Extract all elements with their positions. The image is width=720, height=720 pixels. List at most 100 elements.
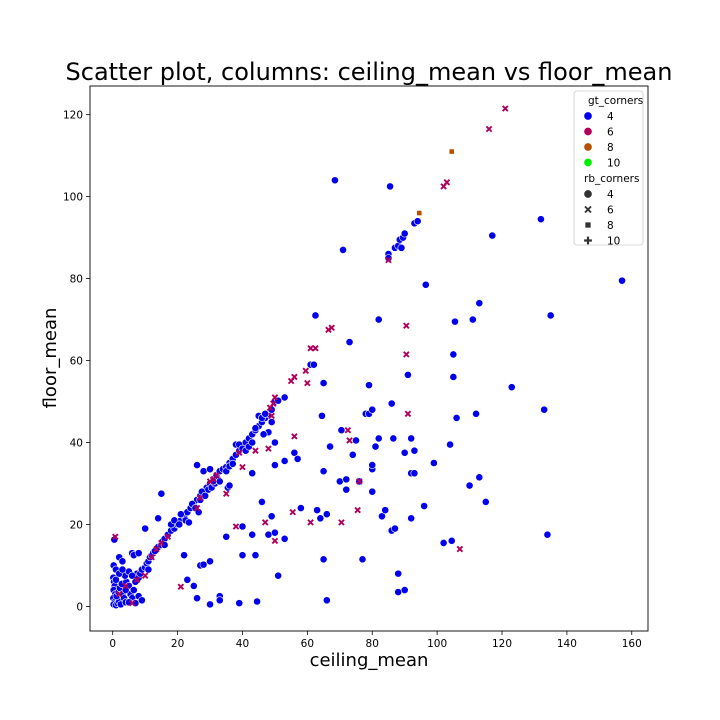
data-point (404, 410, 412, 418)
data-point (354, 506, 361, 514)
data-point (326, 442, 334, 451)
data-point (307, 519, 314, 526)
data-point (265, 445, 272, 452)
data-point (404, 370, 412, 379)
legend-style-label: 8 (607, 220, 614, 232)
data-point (368, 405, 377, 414)
data-point (391, 524, 399, 533)
data-point (400, 448, 409, 457)
data-point (439, 538, 448, 547)
x-tick-label: 60 (301, 638, 314, 650)
data-point (307, 344, 314, 352)
data-point (407, 514, 416, 523)
data-point (400, 229, 409, 238)
data-point (346, 437, 353, 444)
data-point (115, 590, 123, 598)
data-point (271, 528, 279, 537)
data-point (193, 594, 201, 603)
legend-style-label: 6 (607, 205, 614, 217)
data-point (546, 311, 555, 320)
data-point (133, 576, 141, 584)
data-point (352, 436, 360, 445)
data-point (335, 477, 344, 486)
data-point (291, 373, 298, 381)
data-point (447, 536, 456, 545)
data-point (304, 379, 311, 387)
data-point (345, 338, 354, 347)
legend-hue-label: 8 (607, 142, 614, 154)
data-point (446, 440, 455, 449)
data-point (618, 276, 626, 285)
data-point (225, 481, 234, 490)
data-point (389, 434, 398, 443)
data-point (222, 532, 231, 541)
x-axis: 0 20 40 60 80 100 120 140 160 (109, 631, 642, 650)
data-point (322, 510, 331, 519)
data-point (501, 105, 509, 112)
x-tick-label: 20 (171, 638, 184, 650)
data-point (157, 489, 166, 498)
legend-hue-label: 4 (607, 111, 614, 123)
legend-hue-title: gt_corners (588, 95, 643, 107)
legend-hue-marker (583, 127, 593, 136)
data-point (387, 399, 396, 408)
data-point (206, 465, 214, 474)
data-point (339, 246, 347, 254)
data-point (344, 426, 352, 434)
legend-hue-marker (583, 111, 593, 121)
data-point (118, 557, 127, 566)
data-point (403, 322, 410, 329)
data-point (365, 381, 373, 390)
data-point (337, 426, 346, 435)
data-point (507, 383, 516, 392)
data-point (289, 508, 297, 516)
data-point (386, 182, 394, 191)
x-tick-label: 80 (366, 638, 379, 650)
data-point (338, 519, 345, 526)
data-point (189, 582, 198, 590)
data-point (348, 450, 357, 459)
y-tick-label: 120 (63, 110, 83, 122)
data-point (452, 414, 461, 422)
data-point (175, 520, 184, 529)
legend-hue-label: 10 (607, 158, 620, 170)
y-axis: 0 20 40 60 80 100 120 (63, 110, 90, 613)
data-point (449, 149, 455, 154)
legend-style-label: 4 (607, 189, 614, 201)
y-tick-label: 20 (70, 519, 83, 531)
data-point (141, 572, 149, 579)
legend-style-marker (583, 189, 593, 199)
x-tick-label: 160 (622, 638, 642, 650)
data-point (271, 438, 279, 447)
data-point (238, 522, 247, 531)
data-point (429, 459, 438, 467)
data-point (413, 217, 422, 226)
data-point (449, 350, 458, 359)
legend-style-marker (584, 236, 592, 245)
data-point (270, 400, 277, 407)
y-tick-label: 60 (70, 356, 83, 368)
plot-frame (89, 85, 649, 632)
data-point (134, 549, 143, 558)
x-axis-label: ceiling_mean (310, 650, 429, 671)
data-point (451, 317, 459, 326)
data-point (488, 231, 497, 240)
data-point (342, 485, 351, 494)
data-point (368, 487, 377, 496)
data-point (215, 596, 224, 605)
data-point (416, 210, 422, 216)
data-point (122, 582, 129, 590)
data-point (468, 315, 477, 324)
data-point (183, 575, 192, 584)
data-point (239, 463, 246, 471)
legend-style-label: 10 (607, 236, 620, 248)
data-point (456, 545, 464, 553)
data-point (465, 481, 474, 490)
data-point (403, 351, 410, 358)
legend-hue-marker (583, 158, 593, 167)
data-point (537, 215, 545, 224)
legend-style-title: rb_corners (584, 173, 639, 185)
data-point (291, 433, 298, 440)
y-axis-label: floor_mean (40, 308, 61, 409)
